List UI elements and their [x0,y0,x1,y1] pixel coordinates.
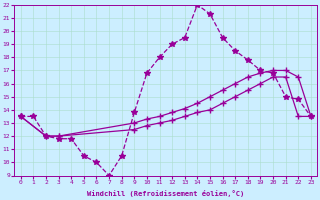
X-axis label: Windchill (Refroidissement éolien,°C): Windchill (Refroidissement éolien,°C) [87,190,244,197]
